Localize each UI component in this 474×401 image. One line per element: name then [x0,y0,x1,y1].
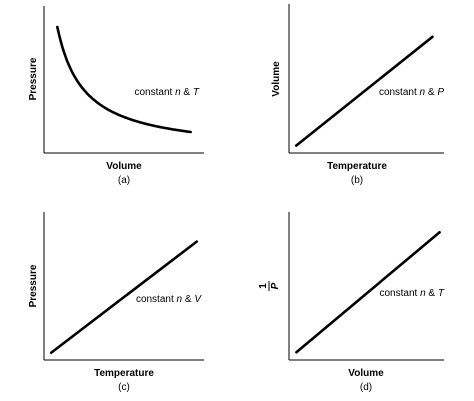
y-axis-label: Pressure [28,264,39,307]
x-axis-label: Volume [348,368,384,379]
panel-b: Volume Temperature (b) constant n & P [271,4,444,186]
y-axis-label: Volume [271,61,282,97]
panel-label: (d) [360,382,372,393]
panel-label: (a) [118,175,130,186]
x-axis-label: Volume [106,161,142,172]
panel-a: Pressure Volume (a) constant n & T [28,6,204,186]
panel-c: Pressure Temperature (c) constant n & V [28,212,204,393]
series-line [50,240,198,354]
series-line [294,35,434,147]
x-axis-label: Temperature [94,368,154,379]
panel-label: (b) [351,175,363,186]
y-axis-label-numerator: 1 [258,283,269,289]
y-axis-label: Pressure [28,57,39,100]
series-line [56,25,192,134]
condition-annotation: constant n & P [379,87,444,98]
x-axis-label: Temperature [327,161,387,172]
condition-annotation: constant n & T [135,87,200,98]
series-line [295,231,441,354]
y-axis-label-denominator: P [270,282,281,289]
panel-label: (c) [118,382,130,393]
panel-d: 1 P Volume (d) constant n & T [258,212,445,393]
y-axis-label: 1 P [258,281,281,291]
condition-annotation: constant n & V [136,294,202,305]
condition-annotation: constant n & T [380,288,445,299]
